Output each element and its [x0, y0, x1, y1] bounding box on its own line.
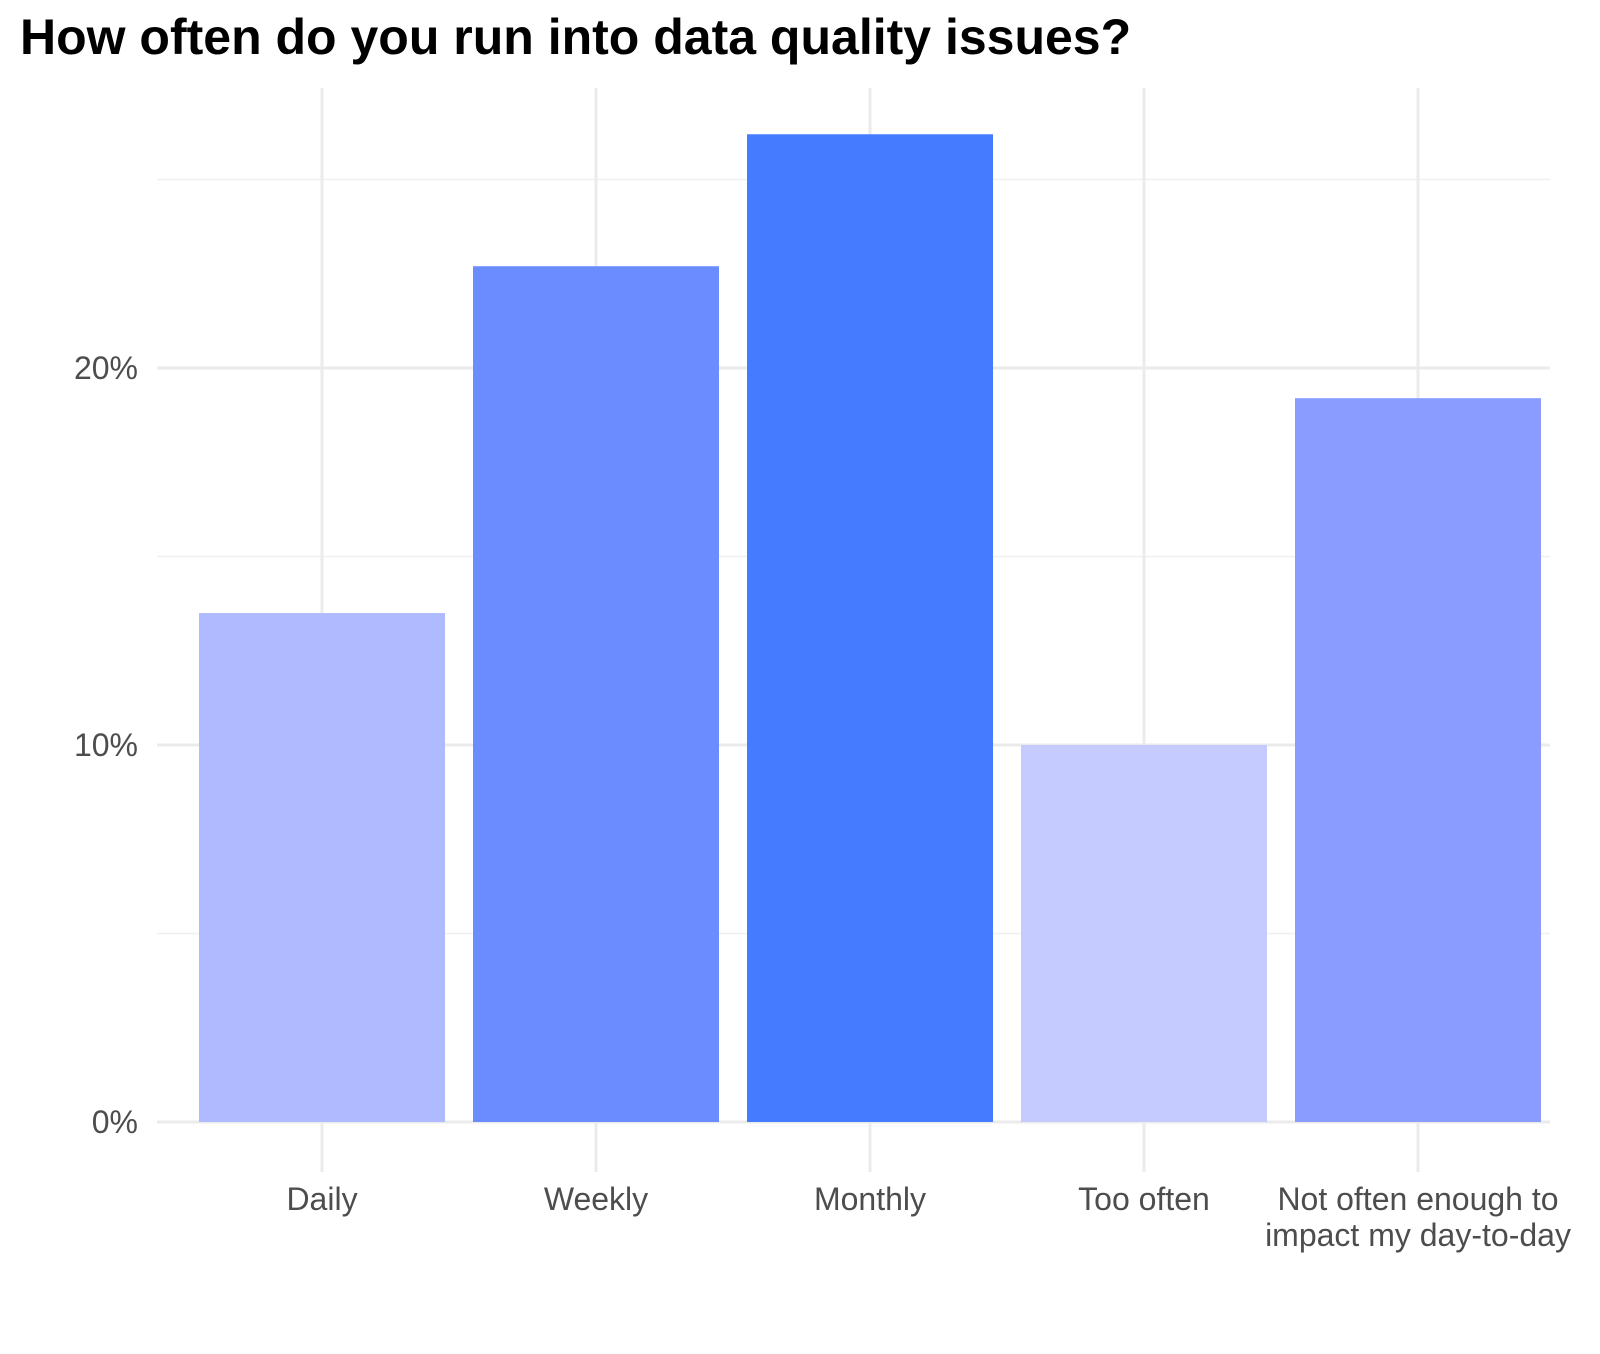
bar — [199, 613, 445, 1122]
x-tick-label: Weekly — [544, 1181, 648, 1217]
x-tick-label: Daily — [286, 1181, 357, 1217]
y-tick-label: 0% — [92, 1104, 138, 1140]
y-tick-label: 20% — [74, 350, 138, 386]
x-tick-label: Not often enough to impact my day-to-day — [1265, 1181, 1571, 1253]
bar — [473, 266, 719, 1123]
x-tick-label: Too often — [1078, 1181, 1210, 1217]
bars — [199, 134, 1541, 1123]
bar — [1021, 745, 1267, 1122]
bar — [1295, 398, 1541, 1122]
bar — [747, 134, 993, 1122]
x-tick-label: Monthly — [814, 1181, 926, 1217]
y-tick-label: 10% — [74, 727, 138, 763]
chart-title: How often do you run into data quality i… — [20, 9, 1132, 65]
